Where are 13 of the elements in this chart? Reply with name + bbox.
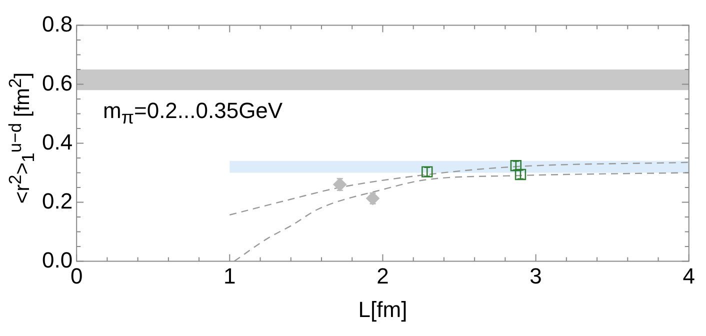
y-tick-label: 0.2 (42, 188, 73, 214)
x-tick-label: 1 (224, 263, 236, 288)
x-tick-label: 4 (682, 263, 696, 288)
x-tick-label: 0 (70, 263, 83, 288)
y-tick-label: 0.4 (42, 129, 73, 154)
line-series (229, 162, 689, 216)
x-tick-label: 2 (376, 263, 389, 288)
annotation: m$_{π}$=0.2...0.35GeV (103, 98, 283, 128)
x-tick-label: 3 (530, 263, 542, 288)
y-tick-label: 0.8 (42, 11, 73, 36)
y-tick-label: 0.6 (42, 70, 73, 96)
x-axis-title: L[fm] (358, 296, 408, 322)
y-tick-label: 0.0 (42, 247, 73, 272)
